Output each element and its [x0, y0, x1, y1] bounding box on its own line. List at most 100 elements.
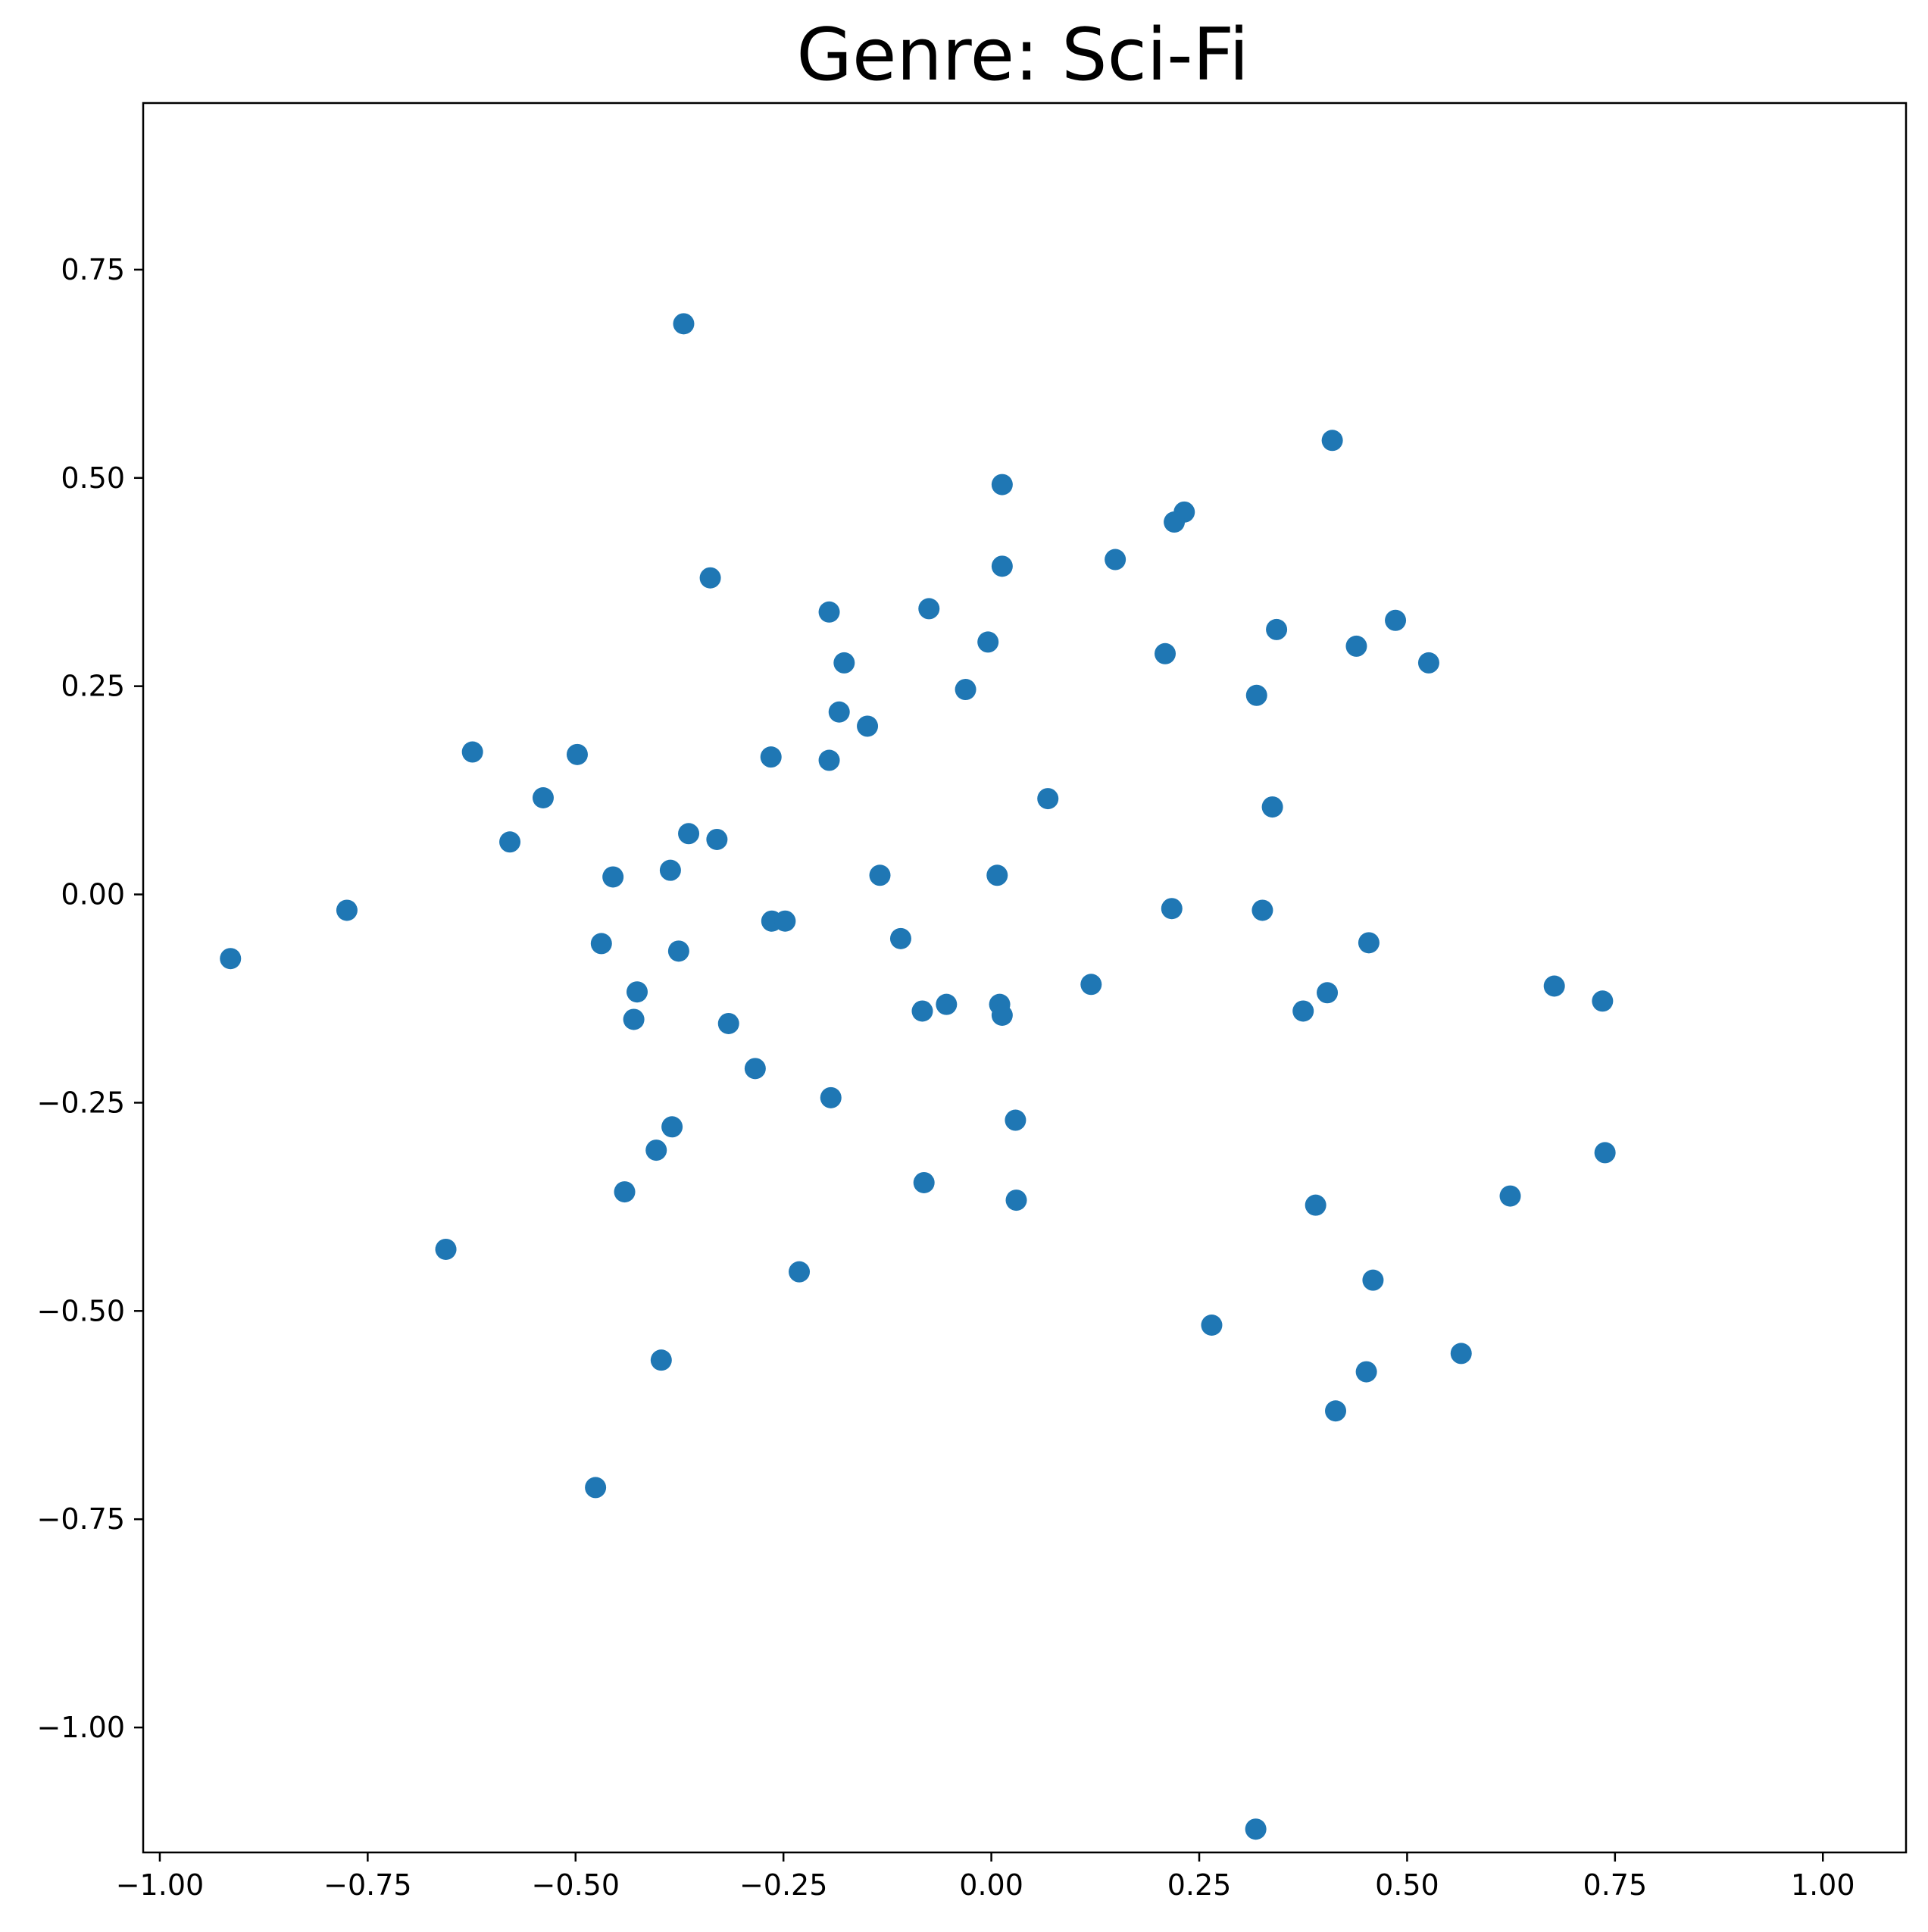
scatter-point	[1305, 1194, 1326, 1216]
scatter-point	[1499, 1185, 1521, 1207]
scatter-point	[1005, 1190, 1027, 1211]
scatter-point	[435, 1238, 457, 1260]
scatter-point	[1105, 549, 1126, 571]
scatter-point	[1543, 975, 1565, 997]
scatter-point	[991, 555, 1013, 577]
scatter-point	[955, 679, 976, 701]
y-tick-label: 0.75	[61, 253, 125, 286]
scatter-point	[717, 1012, 739, 1034]
scatter-point	[220, 948, 242, 970]
scatter-point	[673, 313, 695, 335]
scatter-point	[499, 831, 521, 853]
scatter-point	[977, 631, 999, 653]
scatter-point	[1037, 788, 1059, 810]
scatter-point	[869, 864, 891, 886]
x-tick-label: 0.75	[1583, 1868, 1648, 1902]
scatter-point	[986, 864, 1008, 886]
scatter-point	[650, 1349, 672, 1371]
scatter-point	[706, 828, 728, 850]
scatter-point	[913, 1171, 935, 1193]
scatter-point	[818, 749, 840, 771]
scatter-point	[918, 598, 940, 620]
y-tick-label: −0.25	[37, 1086, 125, 1119]
scatter-point	[1594, 1142, 1616, 1164]
scatter-point	[1592, 990, 1614, 1012]
y-axis: 0.75 0.50 0.25 0.00 −0.25 −0.50 −0.75 −1.00	[37, 253, 143, 1744]
scatter-point	[1155, 642, 1176, 664]
scatter-point	[1201, 1315, 1223, 1336]
scatter-point	[789, 1261, 811, 1283]
y-tick-label: 0.25	[61, 670, 125, 703]
scatter-point	[1266, 618, 1288, 640]
x-tick-label: −1.00	[116, 1868, 204, 1902]
scatter-point	[1245, 684, 1267, 706]
scatter-point	[336, 899, 358, 921]
y-tick-label: −0.75	[37, 1502, 125, 1536]
scatter-point	[1317, 982, 1339, 1004]
x-tick-label: 0.25	[1167, 1868, 1232, 1902]
x-tick-label: −0.50	[532, 1868, 620, 1902]
scatter-point	[1080, 974, 1102, 996]
scatter-point	[1245, 1818, 1267, 1840]
scatter-point	[991, 1004, 1013, 1026]
scatter-point	[1417, 652, 1439, 674]
plot-area	[220, 313, 1616, 1840]
scatter-point	[760, 746, 782, 768]
scatter-point	[1362, 1269, 1384, 1291]
scatter-point	[991, 474, 1013, 496]
x-tick-label: 1.00	[1791, 1868, 1855, 1902]
plot-frame	[142, 102, 1908, 1854]
scatter-point	[699, 567, 721, 589]
scatter-point	[585, 1477, 607, 1499]
x-tick-label: 0.00	[959, 1868, 1023, 1902]
scatter-point	[461, 741, 483, 763]
scatter-point	[857, 715, 879, 737]
scatter-point	[1345, 635, 1367, 657]
scatter-point	[1358, 932, 1380, 954]
scatter-point	[1164, 511, 1186, 533]
scatter-point	[614, 1181, 636, 1203]
scatter-point	[1251, 899, 1273, 921]
scatter-point	[936, 993, 958, 1015]
scatter-point	[602, 866, 624, 888]
scatter-point	[623, 1008, 645, 1030]
x-tick-label: −0.25	[739, 1868, 827, 1902]
scatter-point	[911, 1000, 933, 1022]
scatter-point	[678, 823, 700, 845]
x-tick-label: −0.75	[323, 1868, 411, 1902]
scatter-point	[820, 1086, 842, 1108]
scatter-point	[627, 981, 648, 1003]
scatter-point	[744, 1058, 766, 1080]
x-tick-label: 0.50	[1375, 1868, 1439, 1902]
scatter-point	[818, 601, 840, 623]
scatter-point	[1261, 796, 1283, 818]
y-tick-label: 0.00	[61, 878, 125, 911]
scatter-point	[1161, 898, 1183, 920]
scatter-point	[590, 933, 612, 955]
scatter-point	[1292, 1000, 1314, 1022]
scatter-point	[1325, 1400, 1347, 1422]
scatter-point	[1005, 1109, 1026, 1131]
x-axis: −1.00 −0.75 −0.50 −0.25 0.00 0.25 0.50 0.75 1.00	[116, 1852, 1855, 1902]
scatter-point	[532, 787, 554, 808]
chart-title: Genre: Sci-Fi	[796, 14, 1248, 97]
scatter-point	[667, 940, 689, 962]
y-tick-label: 0.50	[61, 461, 125, 495]
scatter-point	[659, 859, 681, 881]
scatter-point	[1385, 609, 1407, 631]
y-tick-label: −0.50	[37, 1294, 125, 1327]
scatter-point	[833, 652, 855, 674]
y-tick-label: −1.00	[37, 1711, 125, 1744]
scatter-point	[1450, 1343, 1472, 1365]
scatter-point	[661, 1116, 683, 1138]
scatter-point	[1355, 1361, 1377, 1383]
scatter-point	[566, 743, 588, 765]
scatter-point	[828, 701, 850, 723]
scatter-point	[1321, 430, 1343, 452]
scatter-point	[889, 927, 911, 949]
scatter-point	[774, 910, 796, 932]
scatter-point	[645, 1140, 667, 1161]
